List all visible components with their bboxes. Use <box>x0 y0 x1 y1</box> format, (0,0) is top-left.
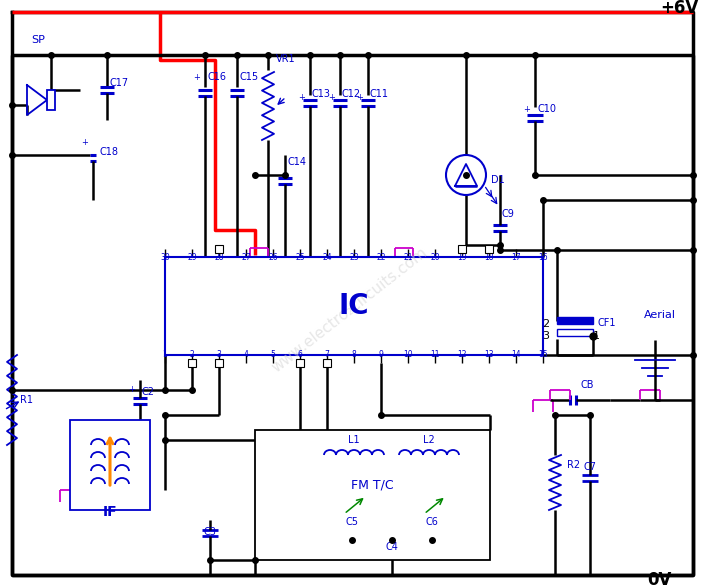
Bar <box>255 430 490 560</box>
Text: 3: 3 <box>542 331 549 341</box>
Bar <box>215 245 223 253</box>
Bar <box>165 257 543 355</box>
Text: 27: 27 <box>241 253 251 262</box>
Text: C17: C17 <box>110 78 129 88</box>
Bar <box>296 359 304 367</box>
Text: 21: 21 <box>403 253 412 262</box>
Text: FM T/C: FM T/C <box>351 478 394 491</box>
Text: C18: C18 <box>100 147 119 157</box>
Text: +: + <box>128 385 135 394</box>
Text: 22: 22 <box>376 253 386 262</box>
Text: R2: R2 <box>567 460 580 470</box>
Text: 7: 7 <box>324 350 329 359</box>
Text: CB: CB <box>580 380 594 390</box>
Text: C12: C12 <box>342 89 361 99</box>
Text: 11: 11 <box>430 350 440 359</box>
Text: 24: 24 <box>322 253 332 262</box>
Text: C15: C15 <box>239 72 258 82</box>
Text: 2: 2 <box>542 319 549 329</box>
Text: L2: L2 <box>423 435 435 445</box>
Text: 12: 12 <box>458 350 467 359</box>
Bar <box>557 317 593 324</box>
Text: 13: 13 <box>484 350 493 359</box>
Text: 25: 25 <box>295 253 305 262</box>
Text: SP: SP <box>31 35 45 45</box>
Text: VR1: VR1 <box>276 54 295 64</box>
Text: 26: 26 <box>268 253 278 262</box>
Text: C6: C6 <box>426 517 439 527</box>
Text: R1: R1 <box>20 395 33 405</box>
Bar <box>215 359 223 367</box>
Text: C3: C3 <box>204 527 216 537</box>
Text: www.electro₂circuits.com: www.electro₂circuits.com <box>269 245 431 375</box>
Text: C2: C2 <box>142 387 155 397</box>
Text: IC: IC <box>338 292 369 320</box>
Text: 29: 29 <box>188 253 197 262</box>
Text: +6V: +6V <box>660 0 698 17</box>
Text: C16: C16 <box>207 72 226 82</box>
Text: 2: 2 <box>190 350 195 359</box>
Bar <box>323 359 331 367</box>
Text: 18: 18 <box>484 253 493 262</box>
Text: 20: 20 <box>430 253 440 262</box>
Text: 23: 23 <box>349 253 359 262</box>
Bar <box>47 90 55 110</box>
Bar <box>188 359 196 367</box>
Bar <box>485 245 493 253</box>
Text: 4: 4 <box>243 350 248 359</box>
Text: D1: D1 <box>491 175 505 185</box>
Text: C7: C7 <box>584 462 596 472</box>
Text: 1: 1 <box>163 350 167 359</box>
Text: Aerial: Aerial <box>644 310 676 320</box>
Text: 10: 10 <box>403 350 413 359</box>
Text: CF1: CF1 <box>597 318 615 328</box>
Text: L1: L1 <box>348 435 360 445</box>
Text: 5: 5 <box>271 350 276 359</box>
Text: 17: 17 <box>511 253 521 262</box>
Text: 9: 9 <box>379 350 384 359</box>
Text: 1: 1 <box>593 331 600 341</box>
Text: +: + <box>356 93 363 102</box>
Text: C4: C4 <box>386 542 398 552</box>
Text: +: + <box>523 105 530 114</box>
Text: 30: 30 <box>160 253 170 262</box>
Text: C10: C10 <box>537 104 556 114</box>
Text: +: + <box>82 138 88 147</box>
Text: C13: C13 <box>312 89 331 99</box>
Text: +: + <box>193 73 200 82</box>
Text: C9: C9 <box>502 209 515 219</box>
Text: 0V: 0V <box>647 571 671 587</box>
Text: IF: IF <box>103 505 117 519</box>
Text: 8: 8 <box>352 350 356 359</box>
Text: +: + <box>298 93 305 102</box>
Text: 6: 6 <box>298 350 302 359</box>
Bar <box>70 420 150 510</box>
Bar <box>557 329 593 336</box>
Bar <box>458 245 466 253</box>
Text: C11: C11 <box>370 89 389 99</box>
Text: 19: 19 <box>457 253 467 262</box>
Text: 16: 16 <box>538 253 548 262</box>
Text: C5: C5 <box>345 517 359 527</box>
Text: 14: 14 <box>511 350 521 359</box>
Text: +: + <box>328 93 335 102</box>
Text: C14: C14 <box>287 157 306 167</box>
Text: 15: 15 <box>538 350 548 359</box>
Text: 3: 3 <box>216 350 221 359</box>
Text: 28: 28 <box>214 253 223 262</box>
